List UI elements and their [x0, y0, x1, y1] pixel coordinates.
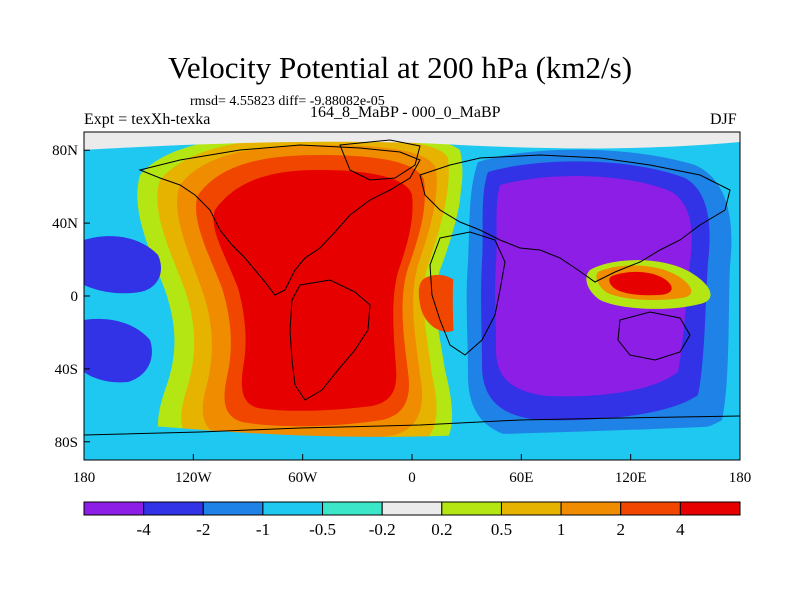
- case-comparison: 164_8_MaBP - 000_0_MaBP: [310, 104, 501, 121]
- negative-lobe-west-upper: [84, 236, 161, 294]
- season-label: DJF: [710, 111, 737, 128]
- colorbar-label: -0.5: [309, 520, 336, 539]
- x-tick-label: 120E: [615, 470, 647, 486]
- experiment-label: Expt = texXh-texka: [84, 111, 211, 128]
- south-band-negative: [84, 420, 740, 460]
- colorbar-swatch: [262, 501, 324, 516]
- y-tick-label: 80S: [55, 435, 78, 451]
- map-field: [84, 132, 740, 460]
- coast-greenland: [339, 139, 421, 181]
- positive-contour-4: [213, 170, 413, 411]
- colorbar-label: 0.5: [491, 520, 512, 539]
- colorbar-swatch: [322, 501, 383, 516]
- chart-title: Velocity Potential at 200 hPa (km2/s): [167, 50, 633, 85]
- y-tick-label: 40S: [55, 362, 78, 378]
- colorbar-label: -1: [256, 520, 270, 539]
- colorbar-swatch: [381, 501, 443, 516]
- colorbar-swatch: [500, 501, 562, 516]
- axis-ticks: 180 120W 60W 0 60E 120E 180 80N 40N 0 40S 80S: [52, 143, 751, 486]
- coast-africa: [429, 231, 506, 356]
- coast-south-america: [289, 279, 371, 401]
- y-tick-label: 0: [71, 289, 79, 305]
- colorbar-swatch: [560, 501, 622, 516]
- x-tick-label: 180: [729, 470, 752, 486]
- colorbar-label: -4: [137, 520, 152, 539]
- colorbar-label: -2: [196, 520, 210, 539]
- colorbar-label: 1: [557, 520, 566, 539]
- north-band-neutral: [84, 132, 740, 150]
- coast-eurasia: [419, 154, 731, 283]
- stats-line: rmsd= 4.55823 diff= -9.88082e-05: [190, 94, 385, 109]
- colorbar-label: -0.2: [369, 520, 396, 539]
- coast-north-america: [138, 144, 421, 296]
- x-tick-label: 120W: [175, 470, 213, 486]
- coast-australia: [617, 311, 691, 361]
- colorbar-swatch: [620, 501, 681, 516]
- colorbar-swatch: [441, 501, 502, 516]
- x-tick-label: 60W: [288, 470, 318, 486]
- y-tick-label: 80N: [52, 143, 78, 159]
- colorbar-swatch: [679, 501, 741, 516]
- coast-antarctica: [84, 415, 740, 436]
- y-tick-label: 40N: [52, 216, 78, 232]
- x-tick-label: 180: [73, 470, 96, 486]
- colorbar-swatch: [83, 501, 145, 516]
- negative-lobe-west-lower: [84, 318, 152, 383]
- colorbar: -4 -2 -1 -0.5 -0.2 0.2 0.5 1 2 4: [83, 501, 741, 539]
- coastlines: [84, 139, 740, 436]
- colorbar-label: 4: [676, 520, 685, 539]
- x-tick-label: 60E: [509, 470, 533, 486]
- colorbar-label: 2: [616, 520, 625, 539]
- colorbar-label: 0.2: [431, 520, 452, 539]
- colorbar-swatch: [202, 501, 264, 516]
- x-tick-label: 0: [408, 470, 416, 486]
- colorbar-swatch: [143, 501, 204, 516]
- positive-embedded-4: [609, 271, 672, 296]
